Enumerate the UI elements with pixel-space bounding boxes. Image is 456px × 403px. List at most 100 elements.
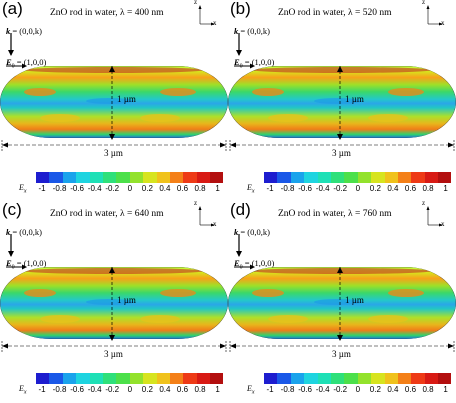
colorbar-tick-label: -1 [266, 385, 274, 394]
colorbar-tick-label: -1 [38, 184, 46, 193]
colorbar-tick-label: 0.6 [404, 385, 417, 394]
k-value: = (0,0,k) [238, 26, 270, 36]
colorbar-cell [76, 373, 90, 384]
colorbar-cell [210, 172, 224, 183]
colorbar-tick-label: -0.6 [70, 184, 85, 193]
colorbar-tick-label: -0.2 [333, 385, 348, 394]
colorbar-label: Ex [247, 384, 255, 396]
colorbar-cell [438, 373, 452, 384]
length-dimension: 3 µm [332, 349, 351, 359]
k-value: = (0,0,k) [10, 26, 42, 36]
colorbar-tick-label: -0.4 [87, 184, 102, 193]
colorbar-cell [317, 172, 331, 183]
colorbar-tick-label: 1 [215, 184, 220, 193]
colorbar-cell [129, 373, 144, 384]
colorbar-cell [169, 373, 184, 384]
colorbar-tick-label: 0.2 [141, 184, 153, 193]
colorbar-label-sub: x [251, 188, 255, 195]
colorbar-cell [357, 172, 372, 183]
colorbar-cell [156, 373, 170, 384]
axis-z-label: z [422, 0, 426, 6]
colorbar-cell [196, 172, 211, 183]
colorbar-tick-label: -0.8 [280, 385, 295, 394]
colorbar-cell [397, 172, 412, 183]
colorbar-cell [424, 373, 439, 384]
colorbar-tick-label: 1 [443, 385, 448, 394]
colorbar-cell [317, 373, 331, 384]
colorbar: Ex -1 -0.8 -0.6 -0.4 -0.2 0 0.2 0.4 0.6 0.8 1 [247, 170, 452, 200]
colorbar-cell [143, 373, 157, 384]
colorbar-label-sub: x [251, 389, 255, 396]
colorbar-tick-label: 0.4 [387, 184, 399, 193]
colorbar-ticks: -1 -0.8 -0.6 -0.4 -0.2 0 0.2 0.4 0.6 0.8 1 [264, 385, 452, 397]
colorbar-cell [264, 172, 278, 183]
colorbar-label-sub: x [23, 389, 27, 396]
colorbar-tick-label: 0 [355, 385, 361, 394]
e-subscript: 0 [11, 63, 15, 70]
colorbar-tick-label: 0.8 [194, 184, 206, 193]
colorbar-cell [277, 373, 291, 384]
colorbar-cell [143, 172, 157, 183]
colorbar-cell [371, 373, 385, 384]
height-dimension: 1 µm [117, 94, 136, 104]
colorbar-cells [264, 172, 452, 183]
colorbar-cell [304, 373, 318, 384]
panel-title: ZnO rod in water, λ = 640 nm [50, 209, 164, 219]
colorbar-cell [411, 373, 425, 384]
colorbar-cell [89, 172, 103, 183]
colorbar-label-sub: x [23, 188, 27, 195]
colorbar-tick-label: -0.4 [315, 184, 330, 193]
colorbar-cell [290, 373, 305, 384]
colorbar-label-main: E [19, 384, 24, 393]
colorbar-cell [277, 172, 291, 183]
wave-vector-label: k = (0,0,k) [234, 227, 270, 237]
height-dimension: 1 µm [345, 94, 364, 104]
colorbar-cell [330, 172, 345, 183]
colorbar-cell [330, 373, 345, 384]
rod-drawing [0, 5, 228, 152]
length-dimension: 3 µm [104, 349, 123, 359]
colorbar-tick-label: -0.4 [315, 385, 330, 394]
colorbar-cell [36, 373, 50, 384]
axis-x-label: x [213, 19, 217, 27]
panel-label: (d) [230, 200, 251, 219]
colorbar-cell [89, 373, 103, 384]
colorbar-label-main: E [247, 384, 252, 393]
panel-title: ZnO rod in water, λ = 760 nm [278, 209, 392, 219]
field-vector-label: E0 = (1,0,0) [234, 258, 274, 271]
axis-z-label: z [194, 0, 198, 6]
e-value: = (1,0,0) [14, 258, 47, 268]
e-symbol: E [234, 57, 240, 67]
k-symbol: k [6, 26, 11, 36]
colorbar-tick-label: 1 [215, 385, 220, 394]
axis-x-label: x [441, 220, 445, 228]
colorbar-tick-label: 0 [127, 184, 133, 193]
k-value: = (0,0,k) [238, 227, 270, 237]
panel-d: (d) ZnO rod in water, λ = 760 nm k = (0,0,… [228, 199, 456, 402]
colorbar-tick-label: 0.4 [387, 385, 399, 394]
rod-drawing [228, 5, 456, 152]
e-symbol: E [6, 258, 12, 268]
colorbar-tick-label: 0.8 [422, 184, 434, 193]
panel-title: ZnO rod in water, λ = 400 nm [50, 8, 164, 18]
colorbar-tick-label: 0.6 [176, 385, 189, 394]
e-value: = (1,0,0) [242, 258, 275, 268]
wave-vector-label: k = (0,0,k) [6, 227, 42, 237]
axis-x-label: x [441, 19, 445, 27]
k-symbol: k [6, 227, 11, 237]
colorbar-cell [102, 373, 117, 384]
colorbar-cell [411, 172, 425, 183]
colorbar-tick-label: -0.8 [280, 184, 295, 193]
e-subscript: 0 [239, 264, 243, 271]
colorbar-cell [49, 172, 63, 183]
colorbar-cell [424, 172, 439, 183]
colorbar-tick-label: 0.2 [369, 385, 381, 394]
colorbar-cell [344, 172, 358, 183]
colorbar-tick-label: -0.2 [105, 184, 120, 193]
panel-label: (b) [230, 0, 251, 18]
colorbar: Ex -1 -0.8 -0.6 -0.4 -0.2 0 0.2 0.4 0.6 0.8 1 [19, 371, 224, 401]
colorbar-label: Ex [247, 183, 255, 195]
colorbar-cell [116, 172, 130, 183]
e-symbol: E [234, 258, 240, 268]
